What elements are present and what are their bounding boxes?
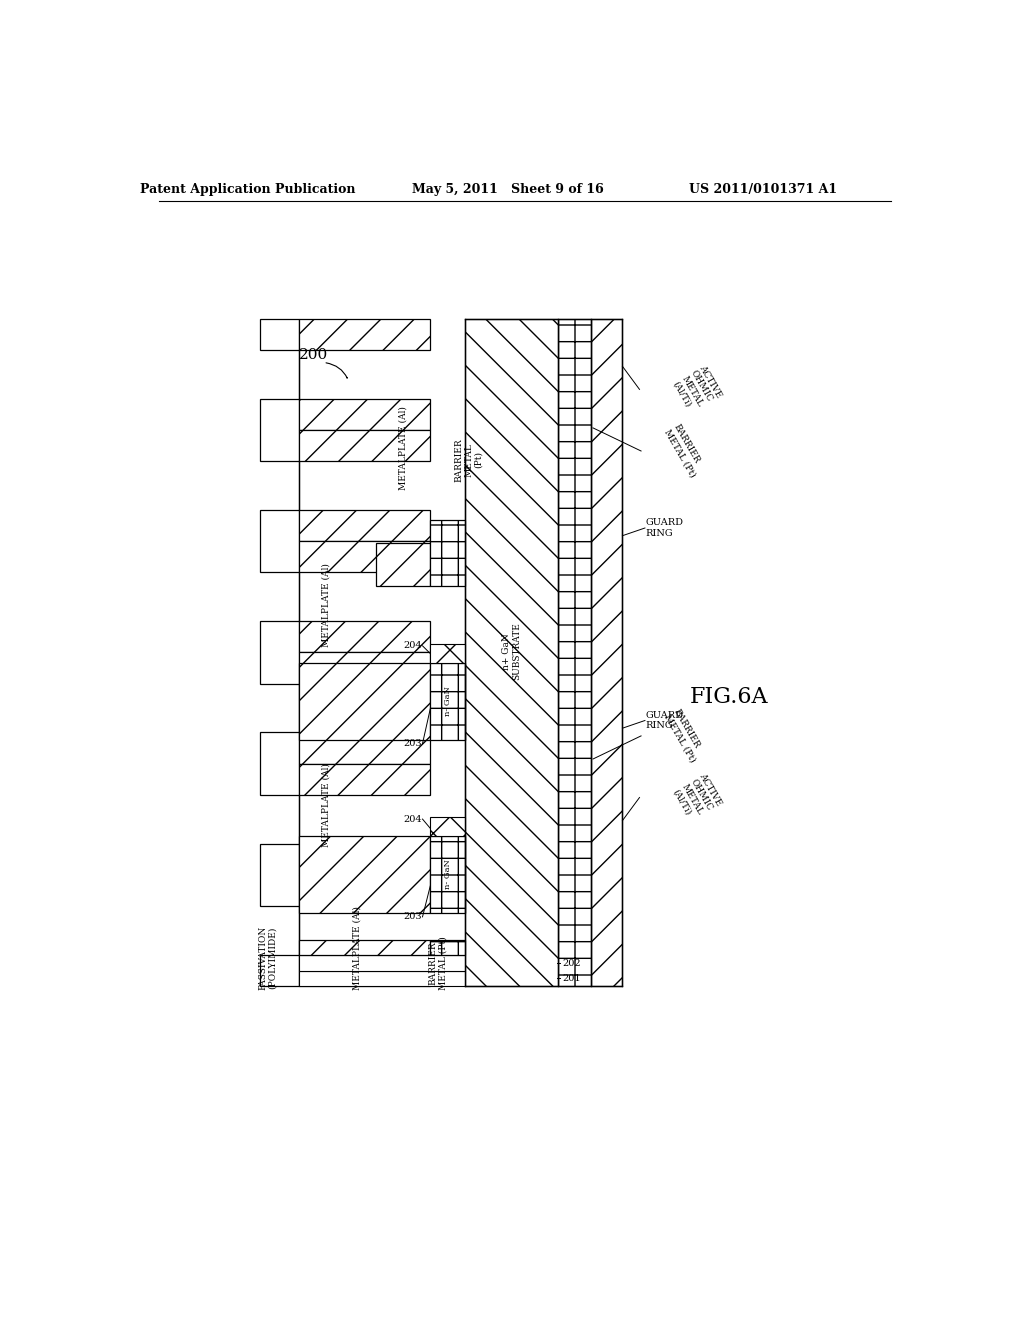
Bar bbox=[299, 652, 430, 684]
Text: May 5, 2011   Sheet 9 of 16: May 5, 2011 Sheet 9 of 16 bbox=[412, 182, 603, 195]
Text: US 2011/0101371 A1: US 2011/0101371 A1 bbox=[689, 182, 838, 195]
Bar bbox=[430, 520, 465, 586]
Text: GUARD
RING: GUARD RING bbox=[646, 519, 684, 537]
Bar bbox=[299, 954, 430, 986]
Text: BARRIER
METAL (Pt): BARRIER METAL (Pt) bbox=[663, 708, 707, 764]
Bar bbox=[299, 970, 465, 986]
Bar bbox=[465, 318, 558, 986]
Bar bbox=[299, 956, 465, 970]
Bar bbox=[299, 663, 430, 739]
Text: METALPLATE (Al): METALPLATE (Al) bbox=[398, 405, 408, 490]
Text: ACTIVE
OHMIC
METAL
(Al/Ti): ACTIVE OHMIC METAL (Al/Ti) bbox=[671, 364, 723, 414]
Bar bbox=[430, 663, 465, 739]
Bar bbox=[558, 318, 591, 986]
Bar bbox=[299, 399, 430, 430]
Text: BARRIER
METAL (Pt): BARRIER METAL (Pt) bbox=[663, 422, 707, 479]
Text: BARRIER
METAL (Pt): BARRIER METAL (Pt) bbox=[429, 936, 447, 990]
Bar bbox=[299, 318, 430, 350]
Text: GUARD
RING: GUARD RING bbox=[646, 710, 684, 730]
Text: METALPLATE (Al): METALPLATE (Al) bbox=[322, 564, 330, 647]
Text: 201: 201 bbox=[562, 974, 581, 983]
Bar bbox=[299, 875, 430, 906]
Bar bbox=[376, 544, 430, 586]
Text: 204: 204 bbox=[403, 814, 423, 824]
FancyArrowPatch shape bbox=[326, 363, 347, 378]
Text: 202: 202 bbox=[562, 958, 581, 968]
Text: n- GaN: n- GaN bbox=[444, 686, 452, 717]
Bar bbox=[299, 510, 430, 541]
Text: METALPLATE (Al): METALPLATE (Al) bbox=[352, 906, 361, 990]
Text: n- GaN: n- GaN bbox=[444, 859, 452, 890]
Bar bbox=[591, 318, 623, 986]
Text: FIG.6A: FIG.6A bbox=[689, 686, 768, 709]
Bar bbox=[299, 622, 430, 652]
Bar bbox=[299, 430, 430, 461]
Bar bbox=[430, 940, 465, 956]
Bar bbox=[299, 843, 430, 875]
Bar bbox=[430, 836, 465, 913]
Bar bbox=[299, 541, 430, 573]
Bar bbox=[299, 763, 430, 795]
Polygon shape bbox=[260, 318, 299, 986]
Text: 203: 203 bbox=[403, 912, 423, 921]
Bar bbox=[299, 733, 430, 763]
Bar bbox=[299, 940, 430, 956]
Text: METALPLATE (Al): METALPLATE (Al) bbox=[322, 763, 330, 847]
Text: n+ GaN
SUBSTRATE: n+ GaN SUBSTRATE bbox=[502, 622, 521, 680]
Text: 200: 200 bbox=[299, 347, 329, 362]
Bar bbox=[430, 644, 465, 663]
Text: Patent Application Publication: Patent Application Publication bbox=[140, 182, 356, 195]
Text: BARRIER
METAL
(Pt): BARRIER METAL (Pt) bbox=[455, 438, 483, 482]
Text: 203: 203 bbox=[403, 739, 423, 748]
Text: PASSIVATION
(POLYIMIDE): PASSIVATION (POLYIMIDE) bbox=[258, 925, 276, 990]
Bar bbox=[299, 836, 430, 913]
Bar bbox=[430, 817, 465, 836]
Text: ACTIVE
OHMIC
METAL
(Al/Ti): ACTIVE OHMIC METAL (Al/Ti) bbox=[671, 772, 723, 824]
Text: 204: 204 bbox=[403, 642, 423, 651]
